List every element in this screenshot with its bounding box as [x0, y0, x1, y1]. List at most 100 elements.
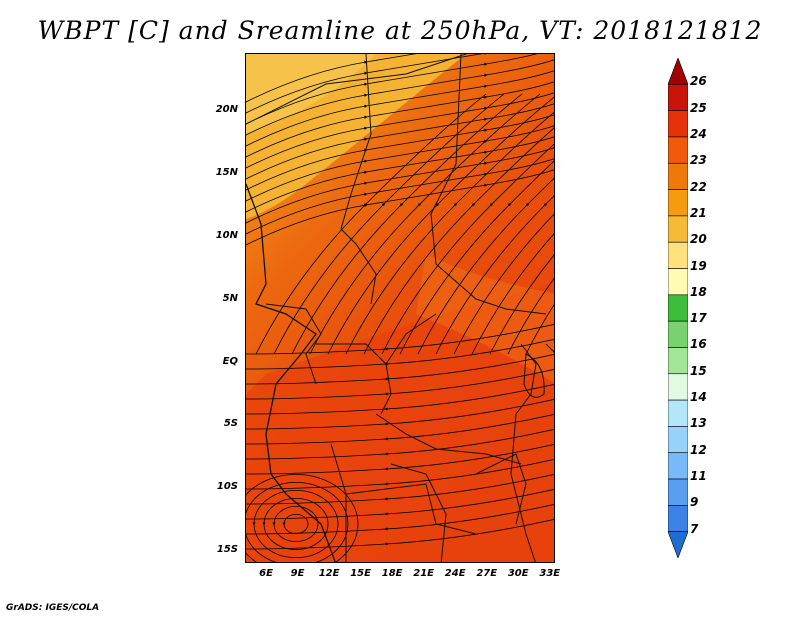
country-border [345, 483, 477, 535]
streamline [246, 489, 554, 520]
map-panel [245, 53, 555, 563]
colorbar-label: 22 [690, 179, 707, 194]
colorbar-swatch [668, 373, 688, 401]
latitude-label: 5S [223, 418, 238, 430]
streamline [291, 93, 523, 355]
streamline [453, 213, 554, 355]
temperature-region-nw-core [246, 54, 376, 134]
country-border [385, 313, 437, 365]
longitude-label: 6E [259, 568, 273, 579]
latitude-label: 10N [215, 229, 238, 241]
colorbar-swatch [668, 320, 688, 348]
colorbar-label: 20 [690, 232, 707, 247]
colorbar-swatch [668, 399, 688, 427]
longitude-label: 9E [290, 568, 305, 579]
country-border [375, 413, 522, 465]
latitude-label: 5N [222, 292, 238, 304]
colorbar-swatch [668, 84, 688, 111]
colorbar-label: 14 [690, 390, 707, 405]
streamline [363, 127, 554, 355]
longitude-label: 15E [350, 568, 371, 579]
colorbar-swatch [668, 426, 688, 454]
colorbar-label: 15 [690, 363, 707, 378]
streamline [246, 504, 554, 535]
country-border [265, 303, 322, 385]
country-border [340, 54, 372, 230]
colorbar-label: 23 [690, 153, 707, 168]
streamline [309, 93, 541, 355]
colorbar-swatch [668, 478, 688, 506]
streamline [246, 482, 349, 562]
streamline [489, 254, 554, 355]
streamline [273, 93, 505, 355]
streamline [246, 459, 554, 490]
country-border [390, 463, 447, 562]
streamline [246, 369, 554, 400]
longitude-label: 21E [413, 568, 435, 579]
country-border [246, 54, 467, 125]
streamlines [246, 54, 554, 562]
streamline [262, 498, 329, 550]
colorbar-swatch [668, 189, 688, 217]
colorbar-label: 9 [690, 495, 699, 510]
colorbar-label: 17 [690, 311, 707, 326]
latitude-label: EQ [222, 355, 238, 367]
temperature-region-central [416, 254, 554, 383]
colorbar-swatch [668, 505, 688, 532]
colorbar-swatch [668, 162, 688, 190]
streamline [507, 277, 554, 355]
streamline [246, 414, 554, 445]
longitude-label: 18E [381, 568, 403, 579]
streamline [471, 233, 554, 355]
map-field [246, 54, 554, 562]
streamline [525, 304, 554, 355]
country-border [475, 453, 527, 525]
colorbar-label: 18 [690, 284, 707, 299]
colorbar-swatch [668, 347, 688, 375]
streamline [246, 354, 554, 385]
streamline [345, 111, 554, 355]
streamline [246, 384, 554, 415]
country-border [510, 343, 537, 562]
country-borders [246, 54, 554, 562]
streamline [399, 160, 554, 355]
streamline [272, 506, 319, 542]
colorbar-swatch [668, 294, 688, 322]
streamline [252, 490, 339, 558]
coastline [246, 183, 336, 562]
country-border [545, 343, 554, 353]
colorbar-swatch [668, 136, 688, 164]
colorbar-swatch [668, 452, 688, 480]
colorbar-label: 21 [690, 205, 707, 220]
streamline [246, 474, 359, 562]
footer-credit: GrADS: IGES/COLA [6, 603, 100, 613]
colorbar-swatch [668, 58, 688, 85]
streamline [255, 93, 487, 355]
map-title: WBPT [C] and Sreamline at 250hPa, VT: 20… [37, 16, 763, 45]
streamline [327, 96, 554, 355]
country-border [430, 54, 547, 315]
latitude-label: 15S [216, 544, 238, 556]
streamline [246, 169, 554, 246]
longitude-label: 24E [444, 568, 466, 579]
colorbar-label: 19 [690, 258, 707, 273]
lake-outline [523, 353, 545, 398]
streamline [435, 195, 554, 355]
streamline [246, 474, 554, 505]
longitude-label: 12E [318, 568, 340, 579]
colorbar [668, 58, 688, 558]
streamline [381, 143, 554, 355]
colorbar-swatch [668, 110, 688, 138]
longitude-label: 27E [476, 568, 498, 579]
colorbar-label: 13 [690, 416, 707, 431]
colorbar-label: 26 [690, 74, 707, 89]
colorbar-label: 24 [690, 126, 707, 141]
streamline [246, 324, 554, 355]
latitude-label: 15N [215, 166, 238, 178]
colorbar-label: 16 [690, 337, 707, 352]
latitude-label: 10S [216, 481, 238, 493]
colorbar-label: 25 [690, 100, 707, 115]
streamline [246, 444, 554, 475]
colorbar-label: 7 [690, 521, 699, 536]
longitude-label: 30E [507, 568, 529, 579]
